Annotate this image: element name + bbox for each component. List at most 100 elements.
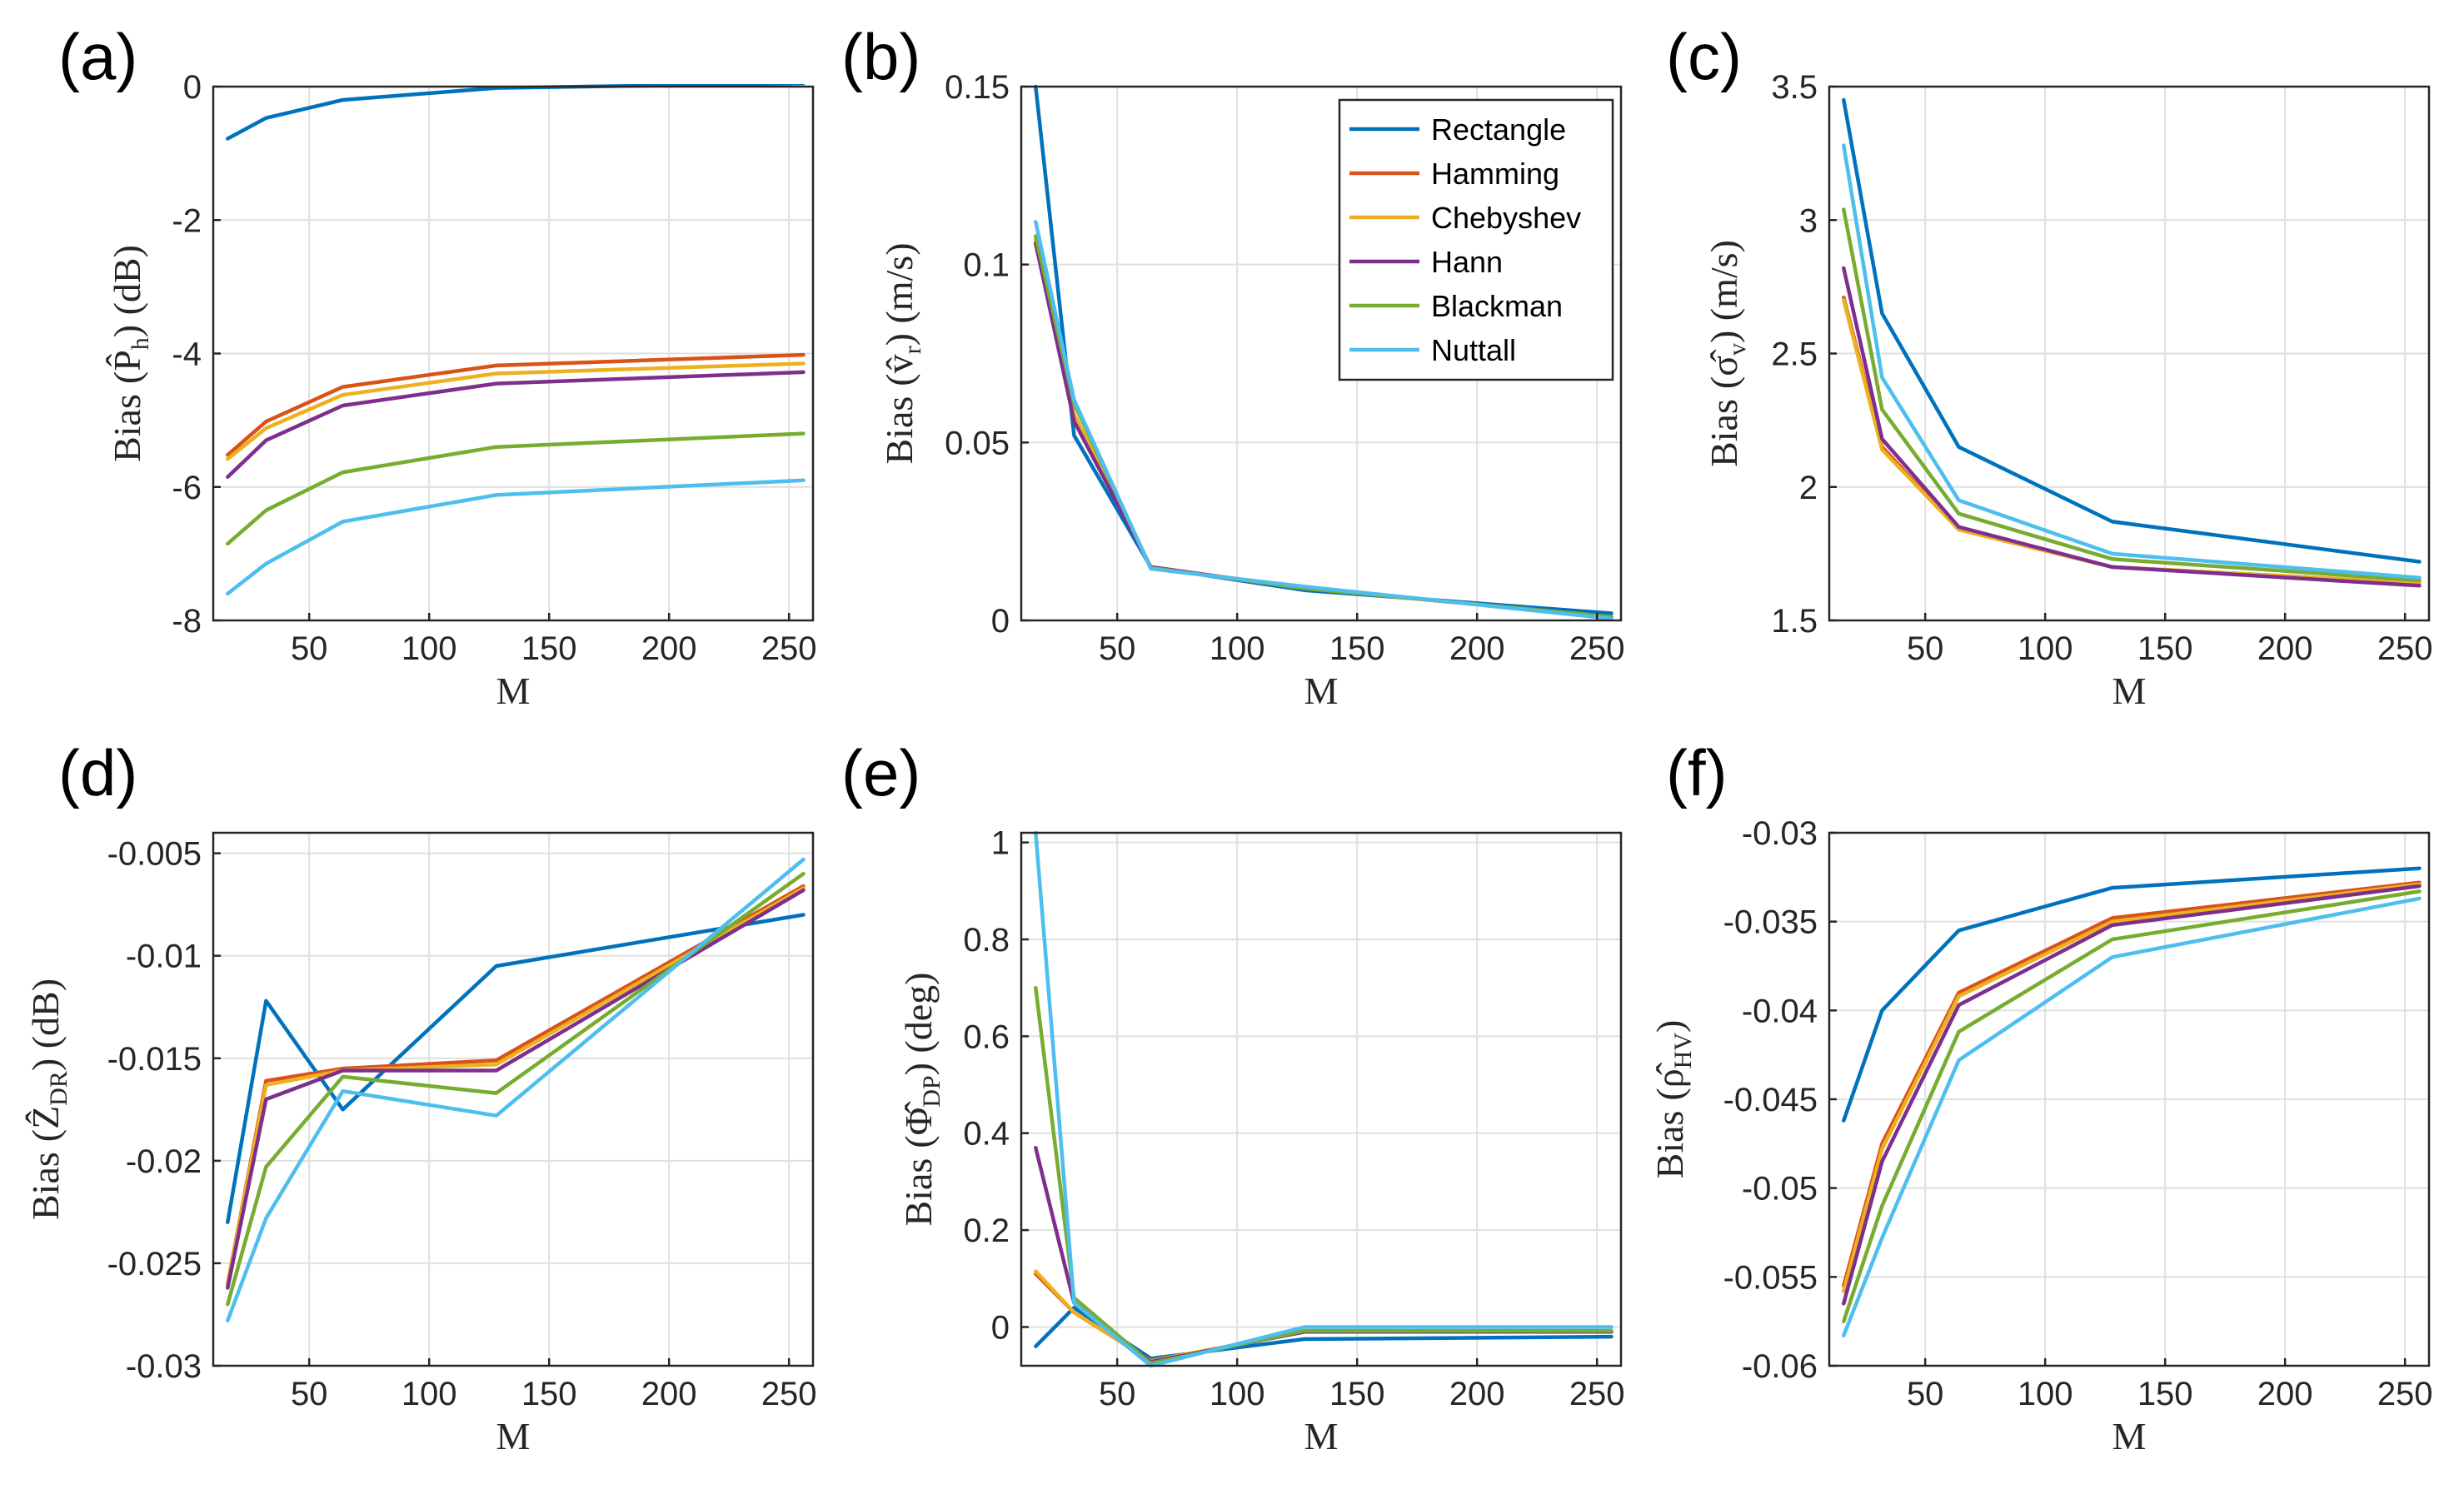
series-line-chebyshev: [1842, 882, 2422, 1293]
y-axis-label: Bias(ρ̂HV): [1648, 1020, 1697, 1179]
y-tick-label: 0.6: [963, 1018, 1010, 1055]
x-tick-label: 250: [2377, 630, 2433, 667]
x-tick-label: 150: [521, 1376, 577, 1412]
y-tick-label: -0.055: [1723, 1259, 1818, 1296]
y-label-subscript: r: [899, 346, 926, 354]
panel-letter: (b): [841, 20, 920, 93]
y-tick-label: -6: [172, 470, 202, 506]
y-label-unit: ) (dB): [106, 245, 148, 337]
y-tick-label: 3: [1799, 202, 1818, 239]
x-tick-label: 100: [2018, 1376, 2073, 1412]
y-label-main: Bias: [24, 1152, 67, 1220]
x-tick-label: 150: [521, 630, 577, 667]
series-line-nuttall: [226, 478, 806, 596]
series-line-hann: [1842, 266, 2422, 588]
series-line-nuttall: [226, 857, 806, 1323]
panel-f: 50 100 150 200 250 -0.03 -0.035 -0.04 -0.045 -0.0…: [1648, 736, 2433, 1457]
panel-letter: (f): [1666, 736, 1728, 809]
legend-label-nuttall: Nuttall: [1431, 333, 1516, 367]
axes-frame: [212, 831, 815, 1367]
y-label-unit: ) (m/s): [1703, 240, 1745, 343]
series-line-blackman: [1842, 889, 2422, 1323]
series-line-blackman: [226, 871, 806, 1307]
y-axis-label: Bias (Φ̂DP) (deg): [897, 973, 945, 1227]
y-label-subscript: DP: [918, 1075, 945, 1107]
legend-label-hamming: Hamming: [1431, 157, 1559, 191]
x-tick-label: 150: [2137, 1376, 2193, 1412]
y-label-subscript: DR: [45, 1071, 72, 1106]
legend-label-blackman: Blackman: [1431, 289, 1563, 323]
x-tick-label: 200: [2257, 630, 2313, 667]
series-line-hann: [226, 888, 806, 1290]
y-tick-label: -0.03: [1742, 815, 1818, 852]
series-group: [1034, 84, 1614, 621]
x-tick-label: 50: [1907, 1376, 1944, 1412]
y-tick-label: 0.1: [963, 247, 1010, 284]
x-tick-label: 250: [2377, 1376, 2433, 1412]
x-tick-label: 50: [1907, 630, 1944, 667]
y-label-main: Bias: [1703, 399, 1745, 467]
axes-frame: [1020, 831, 1623, 1367]
y-tick-label: 0.2: [963, 1213, 1010, 1249]
y-tick-label: -0.025: [107, 1246, 202, 1282]
y-tick-label: 2.5: [1771, 336, 1818, 373]
y-label-subscript: h: [127, 337, 154, 350]
y-tick-label: -8: [172, 603, 202, 640]
y-tick-label: 1.5: [1771, 603, 1818, 640]
y-tick-label: -0.05: [1742, 1171, 1818, 1208]
series-line-hann: [226, 370, 806, 479]
y-tick-label: -0.045: [1723, 1082, 1818, 1118]
x-tick-label: 250: [761, 630, 817, 667]
y-tick-label: -0.015: [107, 1041, 202, 1078]
y-label-unit: ) (deg): [897, 973, 940, 1076]
y-tick-label: 1: [991, 825, 1010, 862]
series-group: [1842, 97, 2422, 588]
panel-letter: (c): [1666, 20, 1742, 93]
x-axis-label: M: [1304, 1415, 1339, 1457]
y-tick-label: -0.06: [1742, 1348, 1818, 1385]
x-tick-label: 100: [402, 1376, 457, 1412]
axes-frame: [1020, 85, 1623, 622]
panel-letter: (a): [58, 20, 137, 93]
x-tick-label: 200: [641, 1376, 697, 1412]
panel-letter: (e): [841, 736, 920, 809]
y-tick-label: 0: [991, 1309, 1010, 1346]
x-tick-label: 150: [1329, 630, 1385, 667]
y-label-main: Bias: [878, 396, 920, 465]
y-tick-label: 2: [1799, 470, 1818, 506]
y-axis-label: Bias (σ̂v) (m/s): [1703, 240, 1751, 467]
series-line-nuttall: [1034, 220, 1614, 621]
y-label-symbol: (Φ̂: [897, 1101, 940, 1148]
panel-letter: (d): [58, 736, 137, 809]
x-tick-label: 200: [1449, 630, 1505, 667]
x-axis-label: M: [2112, 670, 2147, 712]
y-label-symbol: (v̂: [878, 354, 920, 386]
legend-label-rectangle: Rectangle: [1431, 112, 1566, 147]
y-label-symbol: (Ẑ: [24, 1106, 67, 1142]
y-axis-label: Bias (P̂h) (dB): [105, 245, 154, 462]
y-tick-label: -0.005: [107, 836, 202, 873]
series-line-rectangle: [1034, 1305, 1614, 1361]
series-line-blackman: [226, 431, 806, 546]
x-axis-label: M: [496, 1415, 531, 1457]
y-label-unit: ): [1648, 1020, 1691, 1033]
panel-e: 50 100 150 200 250 0 0.2 0.4 0.6 0.8 1 M Bias (Φ̂DP) …: [841, 736, 1625, 1457]
series-line-chebyshev: [226, 361, 806, 461]
y-tick-label: -2: [172, 202, 202, 239]
x-axis-label: M: [2112, 1415, 2147, 1457]
x-tick-label: 250: [1569, 1376, 1625, 1412]
series-line-rectangle: [1842, 866, 2422, 1123]
x-axis-label: M: [496, 670, 531, 712]
series-line-hamming: [226, 352, 806, 457]
x-tick-label: 100: [402, 630, 457, 667]
x-tick-label: 50: [291, 630, 328, 667]
y-tick-label: -0.03: [126, 1348, 202, 1385]
y-label-symbol: (P̂: [105, 350, 148, 384]
series-line-nuttall: [1842, 896, 2422, 1337]
y-axis-label: Bias (v̂r) (m/s): [878, 242, 926, 464]
y-label-main: Bias: [106, 394, 148, 462]
y-tick-label: 0.15: [945, 69, 1010, 106]
series-line-rectangle: [1842, 97, 2422, 564]
y-label-subscript: HV: [1669, 1033, 1697, 1069]
x-tick-label: 250: [1569, 630, 1625, 667]
